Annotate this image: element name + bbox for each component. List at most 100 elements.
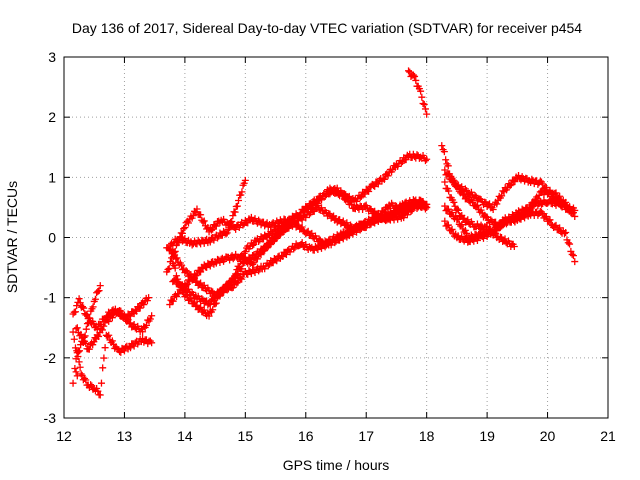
data-point (413, 151, 421, 159)
data-point (130, 342, 138, 350)
data-point (98, 326, 106, 334)
chart-title: Day 136 of 2017, Sidereal Day-to-day VTE… (72, 20, 582, 36)
data-point (264, 262, 272, 270)
data-point (343, 194, 351, 202)
data-point (461, 234, 469, 242)
data-point (104, 332, 112, 340)
data-point (556, 224, 564, 232)
data-point (489, 230, 497, 238)
y-tick-label: 0 (48, 230, 56, 246)
data-point (206, 262, 214, 270)
data-point (483, 222, 491, 230)
data-point (165, 264, 173, 272)
data-point (454, 215, 462, 223)
data-point (278, 252, 286, 260)
data-point (238, 188, 246, 196)
data-point (538, 200, 546, 208)
data-point (76, 363, 84, 371)
data-point (305, 211, 313, 219)
data-point (566, 240, 574, 248)
data-point (418, 93, 426, 101)
data-point (298, 216, 306, 224)
data-point (223, 219, 231, 227)
data-point (85, 319, 93, 327)
data-point (317, 196, 325, 204)
data-point (175, 278, 183, 286)
data-point (175, 290, 183, 298)
data-point (441, 178, 449, 186)
data-point (510, 243, 518, 251)
data-point (77, 370, 85, 378)
data-point (229, 277, 237, 285)
data-point (445, 187, 453, 195)
data-point (571, 212, 579, 220)
data-point (454, 206, 462, 214)
data-point (146, 315, 154, 323)
data-point (199, 218, 207, 226)
data-point (493, 200, 501, 208)
data-point (247, 213, 255, 221)
data-point (419, 100, 427, 108)
data-point (269, 237, 277, 245)
data-point (546, 216, 554, 224)
x-tick-label: 18 (419, 428, 435, 444)
data-point (339, 235, 347, 243)
data-point (458, 183, 466, 191)
x-tick-label: 12 (56, 428, 72, 444)
data-point (380, 175, 388, 183)
data-point (91, 295, 99, 303)
data-point (206, 238, 214, 246)
data-point (568, 250, 576, 258)
data-point (566, 204, 574, 212)
data-point (130, 320, 138, 328)
data-point (438, 142, 446, 150)
data-point (207, 287, 215, 295)
data-point (229, 255, 237, 263)
data-point (356, 194, 364, 202)
data-point (76, 299, 84, 307)
data-point (255, 267, 263, 275)
data-point (371, 182, 379, 190)
data-point (407, 207, 415, 215)
data-point (308, 229, 316, 237)
data-point (454, 232, 462, 240)
data-point (273, 234, 281, 242)
data-point (239, 260, 247, 268)
data-point (409, 71, 417, 79)
data-point (145, 294, 153, 302)
data-point (140, 301, 148, 309)
data-point (185, 219, 193, 227)
data-point (261, 246, 269, 254)
data-point (86, 314, 94, 322)
data-point (450, 198, 458, 206)
x-tick-label: 16 (298, 428, 314, 444)
data-point (279, 253, 287, 261)
data-point (206, 301, 214, 309)
data-point (444, 162, 452, 170)
data-point (405, 67, 413, 75)
data-point (374, 180, 382, 188)
data-point (148, 312, 156, 320)
data-point (126, 344, 134, 352)
data-point (569, 209, 577, 217)
data-point (85, 345, 93, 353)
data-point (458, 221, 466, 229)
data-point (560, 229, 568, 237)
data-point (397, 159, 405, 167)
data-point (394, 162, 402, 170)
data-point (534, 195, 542, 203)
data-point (251, 253, 259, 261)
data-point (215, 291, 223, 299)
data-point (200, 281, 208, 289)
data-point (133, 307, 141, 315)
data-point (198, 295, 206, 303)
data-point (233, 202, 241, 210)
x-tick-label: 14 (177, 428, 193, 444)
data-points (69, 67, 579, 399)
data-point (182, 267, 190, 275)
data-point (339, 217, 347, 225)
data-point (304, 227, 312, 235)
data-point (282, 250, 290, 258)
x-tick-label: 20 (540, 428, 556, 444)
